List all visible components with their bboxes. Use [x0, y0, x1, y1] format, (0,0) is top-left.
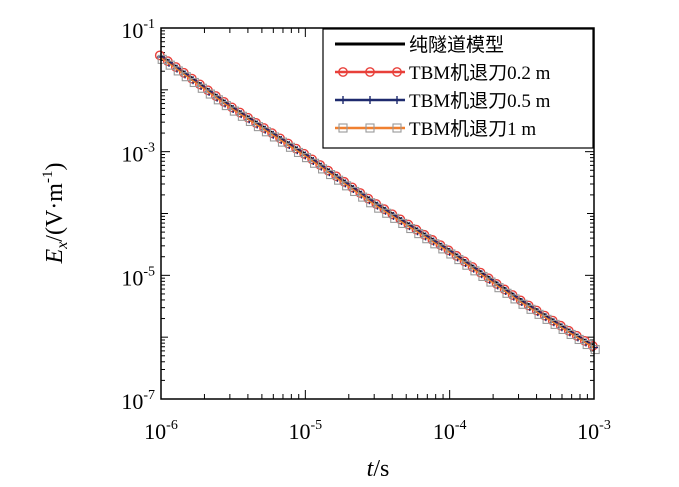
series-marker-3: [534, 309, 544, 319]
series-marker-3: [173, 66, 183, 76]
series-marker-3: [478, 271, 488, 282]
series-marker-3: [318, 164, 328, 174]
legend-marker-3: [392, 123, 402, 133]
y-tick-label: 10-7: [121, 388, 155, 414]
series-marker-3: [518, 299, 528, 309]
series-marker-3: [374, 203, 384, 213]
series-marker-3: [422, 234, 432, 244]
series-marker-3: [301, 153, 312, 163]
legend-marker-2: [339, 96, 347, 104]
series-marker-3: [390, 213, 400, 223]
series-marker-3: [430, 239, 440, 249]
legend-item-0: 纯隧道模型: [335, 34, 504, 56]
series-marker-3: [446, 249, 456, 259]
legend-marker-1: [338, 67, 348, 77]
series-marker-3: [502, 288, 512, 298]
series-marker-3: [350, 186, 360, 197]
y-axis-title: Ex/(V·m-1): [40, 163, 71, 265]
legend-marker-1: [392, 67, 402, 77]
series-marker-3: [494, 283, 504, 293]
series-layer: [154, 50, 600, 355]
x-axis-title-symbol: t: [367, 456, 375, 482]
series-marker-3: [542, 314, 552, 324]
series-marker-3: [245, 116, 255, 127]
legend-label-2: TBM机退刀0.5 m: [409, 90, 551, 112]
series-marker-3: [558, 324, 568, 334]
series-marker-3: [406, 223, 416, 234]
series-marker-3: [213, 95, 223, 105]
y-axis-title-unit: /(V·m: [42, 183, 68, 242]
series-marker-3: [510, 294, 520, 304]
y-axis-title-unit-end: ): [42, 163, 68, 171]
plot-frame: [160, 27, 595, 400]
series-marker-3: [326, 169, 336, 180]
series-marker-3: [310, 158, 320, 168]
series-marker-3: [462, 260, 472, 270]
series-marker-3: [454, 255, 464, 265]
series-marker-3: [181, 72, 191, 82]
series-marker-3: [285, 142, 296, 152]
y-tick-label: 10-3: [121, 141, 155, 167]
series-marker-3: [277, 137, 288, 147]
legend-marker-3: [338, 123, 348, 133]
x-axis-title-unit: /s: [373, 456, 389, 482]
legend-label-0: 纯隧道模型: [409, 34, 504, 56]
series-marker-3: [165, 60, 175, 70]
series-marker-3: [237, 111, 247, 121]
series-marker-3: [398, 218, 408, 228]
series-marker-3: [229, 106, 239, 116]
legend-marker-2: [366, 96, 374, 104]
series-3: [157, 54, 600, 355]
series-marker-3: [486, 277, 496, 287]
y-axis-title-unit-sup: -1: [40, 171, 56, 184]
x-axis-title: t/s: [367, 456, 390, 482]
legend-item-3: TBM机退刀1 m: [335, 118, 536, 140]
series-marker-3: [414, 229, 424, 239]
series-marker-3: [438, 244, 448, 254]
series-marker-3: [197, 83, 207, 93]
legend-marker-1: [365, 67, 375, 77]
legend-marker-3: [365, 123, 375, 133]
series-marker-3: [334, 175, 344, 185]
series-marker-3: [566, 329, 576, 339]
x-tick-label: 10-4: [433, 418, 467, 444]
series-marker-3: [205, 89, 215, 99]
series-marker-3: [550, 319, 560, 329]
series-marker-3: [526, 304, 536, 314]
series-marker-3: [157, 54, 167, 64]
legend-item-2: TBM机退刀0.5 m: [335, 90, 551, 112]
series-marker-3: [574, 334, 584, 345]
legend-label-1: TBM机退刀0.2 m: [409, 62, 551, 84]
y-axis-title-subscript: x: [54, 242, 71, 250]
series-marker-3: [221, 101, 231, 111]
legend: 纯隧道模型 TBM机退刀0.2 m TBM机退刀0.5 m TBM机退刀1 m: [322, 28, 594, 149]
legend-marker-2: [393, 96, 401, 104]
y-axis-title-symbol: E: [42, 248, 68, 264]
series-marker-3: [590, 344, 600, 355]
series-marker-3: [358, 192, 368, 202]
series-marker-3: [269, 132, 280, 142]
x-tick-label: 10-5: [288, 418, 322, 444]
x-tick-label: 10-3: [577, 418, 611, 444]
legend-label-3: TBM机退刀1 m: [409, 118, 536, 140]
series-marker-3: [253, 122, 263, 132]
series-marker-3: [366, 198, 376, 208]
series-marker-3: [582, 339, 592, 350]
series-marker-3: [189, 77, 199, 88]
series-marker-3: [470, 266, 480, 276]
y-tick-label: 10-5: [121, 264, 155, 290]
series-marker-3: [382, 208, 392, 218]
legend-item-1: TBM机退刀0.2 m: [335, 62, 551, 84]
labels-layer: 10-6 10-5 10-4 10-3 10-7 10-5 10-3 10-1: [121, 17, 611, 444]
series-marker-3: [342, 181, 352, 191]
series-marker-3: [261, 127, 271, 137]
x-tick-label: 10-6: [144, 418, 178, 444]
y-tick-label: 10-1: [121, 17, 155, 43]
series-marker-3: [293, 147, 304, 158]
